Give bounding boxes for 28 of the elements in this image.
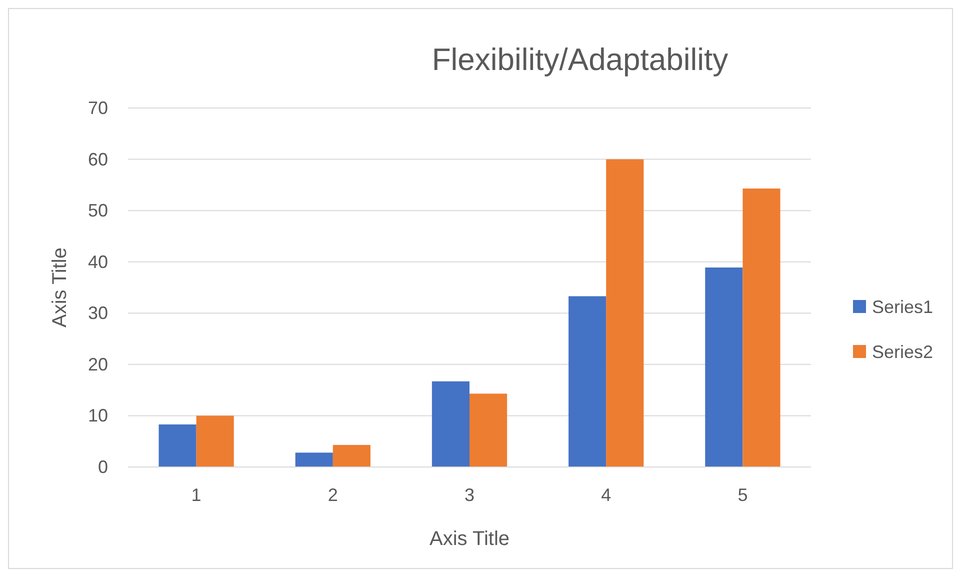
x-tick-label: 2 (328, 485, 338, 505)
y-tick-label: 50 (88, 200, 108, 221)
bar (196, 416, 234, 467)
x-tick-label: 5 (738, 485, 748, 505)
bar (158, 424, 196, 467)
legend-label: Series2 (872, 342, 934, 362)
legend-label: Series1 (872, 297, 934, 317)
bar (742, 188, 780, 467)
bar (568, 296, 606, 467)
bar (606, 159, 644, 467)
y-axis-title: Axis Title (49, 247, 71, 328)
bar (295, 452, 333, 467)
y-tick-label: 20 (88, 354, 108, 374)
y-tick-label: 30 (88, 303, 108, 324)
y-tick-label: 70 (88, 98, 108, 118)
y-tick-label: 0 (98, 457, 108, 477)
chart-title: Flexibility/Adaptability (432, 42, 729, 77)
bar (332, 444, 370, 467)
x-tick-label: 3 (464, 485, 475, 505)
y-tick-label: 60 (88, 149, 108, 170)
y-tick-label: 40 (88, 252, 108, 272)
bar (432, 381, 470, 467)
x-axis-title: Axis Title (429, 528, 510, 550)
x-tick-label: 1 (191, 485, 202, 505)
bar (470, 394, 508, 467)
x-tick-label: 4 (601, 485, 612, 505)
bar (705, 268, 743, 467)
y-tick-label: 10 (88, 406, 108, 426)
